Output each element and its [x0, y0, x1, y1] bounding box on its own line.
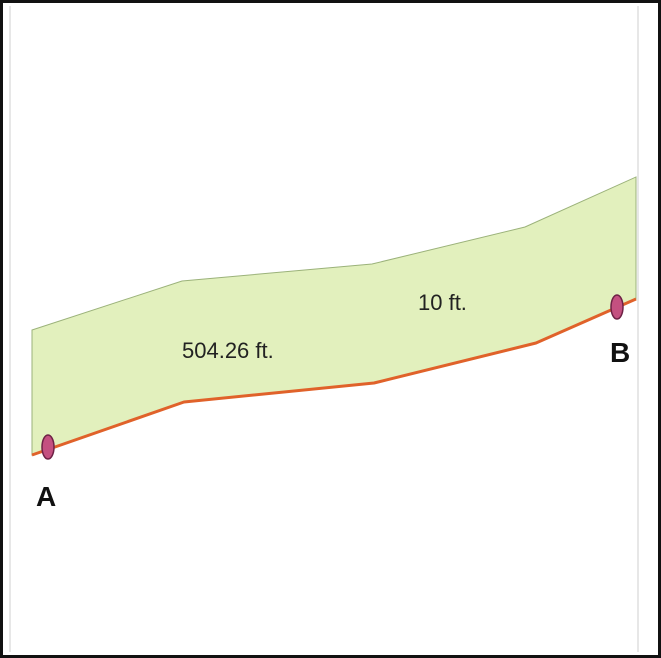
- width-label: 10 ft.: [418, 290, 467, 315]
- easement-strip: [31, 176, 637, 456]
- point-b-marker: [610, 294, 624, 320]
- point-a-label: A: [36, 481, 56, 512]
- boundary-line: [31, 297, 637, 457]
- point-b-label: B: [610, 337, 630, 368]
- point-a-marker: [41, 434, 55, 460]
- length-label: 504.26 ft.: [182, 338, 274, 363]
